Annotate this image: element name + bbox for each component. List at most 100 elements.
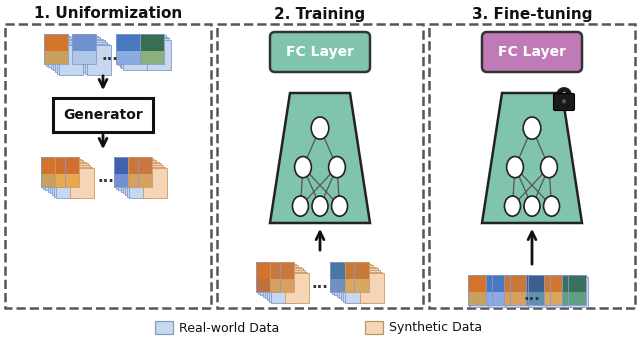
- Bar: [140, 34, 164, 64]
- Bar: [155, 321, 173, 334]
- Bar: [88, 45, 111, 75]
- Bar: [469, 276, 493, 306]
- Bar: [262, 267, 287, 297]
- Bar: [41, 157, 65, 187]
- Bar: [60, 45, 83, 75]
- Bar: [118, 160, 143, 190]
- Bar: [337, 267, 360, 297]
- FancyBboxPatch shape: [554, 94, 575, 111]
- Bar: [360, 273, 385, 303]
- Bar: [343, 272, 367, 302]
- Bar: [123, 163, 147, 193]
- Ellipse shape: [328, 156, 346, 178]
- Ellipse shape: [312, 196, 328, 216]
- Bar: [544, 275, 568, 305]
- Bar: [547, 277, 570, 307]
- Bar: [140, 34, 164, 51]
- Bar: [330, 262, 354, 279]
- Bar: [74, 36, 98, 66]
- Bar: [41, 157, 65, 173]
- Bar: [134, 162, 159, 192]
- Bar: [356, 270, 380, 300]
- Bar: [468, 275, 492, 291]
- Bar: [486, 275, 510, 291]
- Bar: [486, 275, 510, 305]
- Bar: [55, 157, 79, 187]
- Bar: [504, 275, 528, 291]
- Text: ...: ...: [524, 288, 540, 303]
- Bar: [504, 291, 528, 305]
- Bar: [147, 39, 172, 69]
- Bar: [265, 268, 289, 298]
- Bar: [365, 321, 383, 334]
- Bar: [468, 291, 492, 305]
- Bar: [330, 262, 354, 292]
- Bar: [544, 275, 568, 291]
- Bar: [116, 34, 140, 51]
- Bar: [506, 277, 531, 307]
- Bar: [128, 157, 152, 187]
- Bar: [330, 262, 354, 292]
- Ellipse shape: [332, 196, 348, 216]
- Ellipse shape: [507, 156, 524, 178]
- Bar: [118, 35, 142, 65]
- Bar: [562, 275, 586, 305]
- Bar: [526, 275, 550, 305]
- Polygon shape: [482, 93, 582, 223]
- Bar: [72, 34, 96, 64]
- Bar: [345, 279, 369, 292]
- Bar: [270, 262, 294, 279]
- Bar: [55, 157, 79, 173]
- Bar: [256, 262, 280, 279]
- Ellipse shape: [294, 156, 312, 178]
- Bar: [57, 44, 81, 74]
- Bar: [123, 39, 147, 69]
- Bar: [358, 272, 382, 302]
- Bar: [44, 158, 67, 188]
- Bar: [470, 277, 494, 307]
- Bar: [122, 38, 145, 68]
- Bar: [116, 34, 140, 64]
- Polygon shape: [270, 93, 370, 223]
- Bar: [79, 39, 102, 69]
- Ellipse shape: [541, 156, 557, 178]
- Text: 2. Training: 2. Training: [275, 7, 365, 22]
- Bar: [345, 262, 369, 279]
- Ellipse shape: [311, 117, 329, 139]
- Bar: [486, 275, 510, 305]
- Bar: [562, 275, 586, 305]
- Bar: [137, 163, 161, 193]
- Bar: [55, 157, 79, 187]
- Bar: [55, 42, 79, 72]
- Bar: [56, 168, 81, 198]
- Bar: [49, 37, 72, 67]
- Bar: [114, 173, 138, 187]
- Bar: [504, 275, 528, 305]
- Bar: [50, 163, 74, 193]
- Text: Synthetic Data: Synthetic Data: [389, 321, 482, 334]
- Bar: [120, 37, 143, 67]
- Bar: [562, 275, 586, 291]
- Bar: [145, 38, 170, 68]
- Text: ...: ...: [97, 171, 115, 186]
- Bar: [51, 39, 75, 69]
- Text: Real-world Data: Real-world Data: [179, 321, 279, 334]
- Bar: [72, 51, 96, 64]
- Bar: [128, 157, 152, 187]
- Bar: [142, 35, 166, 65]
- Bar: [347, 263, 371, 294]
- Bar: [330, 279, 354, 292]
- Bar: [258, 263, 282, 294]
- Bar: [276, 267, 301, 297]
- Bar: [53, 98, 153, 132]
- Bar: [504, 275, 528, 305]
- Bar: [66, 165, 90, 195]
- Bar: [52, 165, 76, 195]
- Bar: [283, 272, 307, 302]
- Bar: [486, 291, 510, 305]
- Bar: [52, 40, 77, 70]
- Bar: [72, 34, 96, 51]
- Bar: [44, 34, 68, 51]
- Bar: [341, 270, 365, 300]
- Bar: [275, 265, 298, 295]
